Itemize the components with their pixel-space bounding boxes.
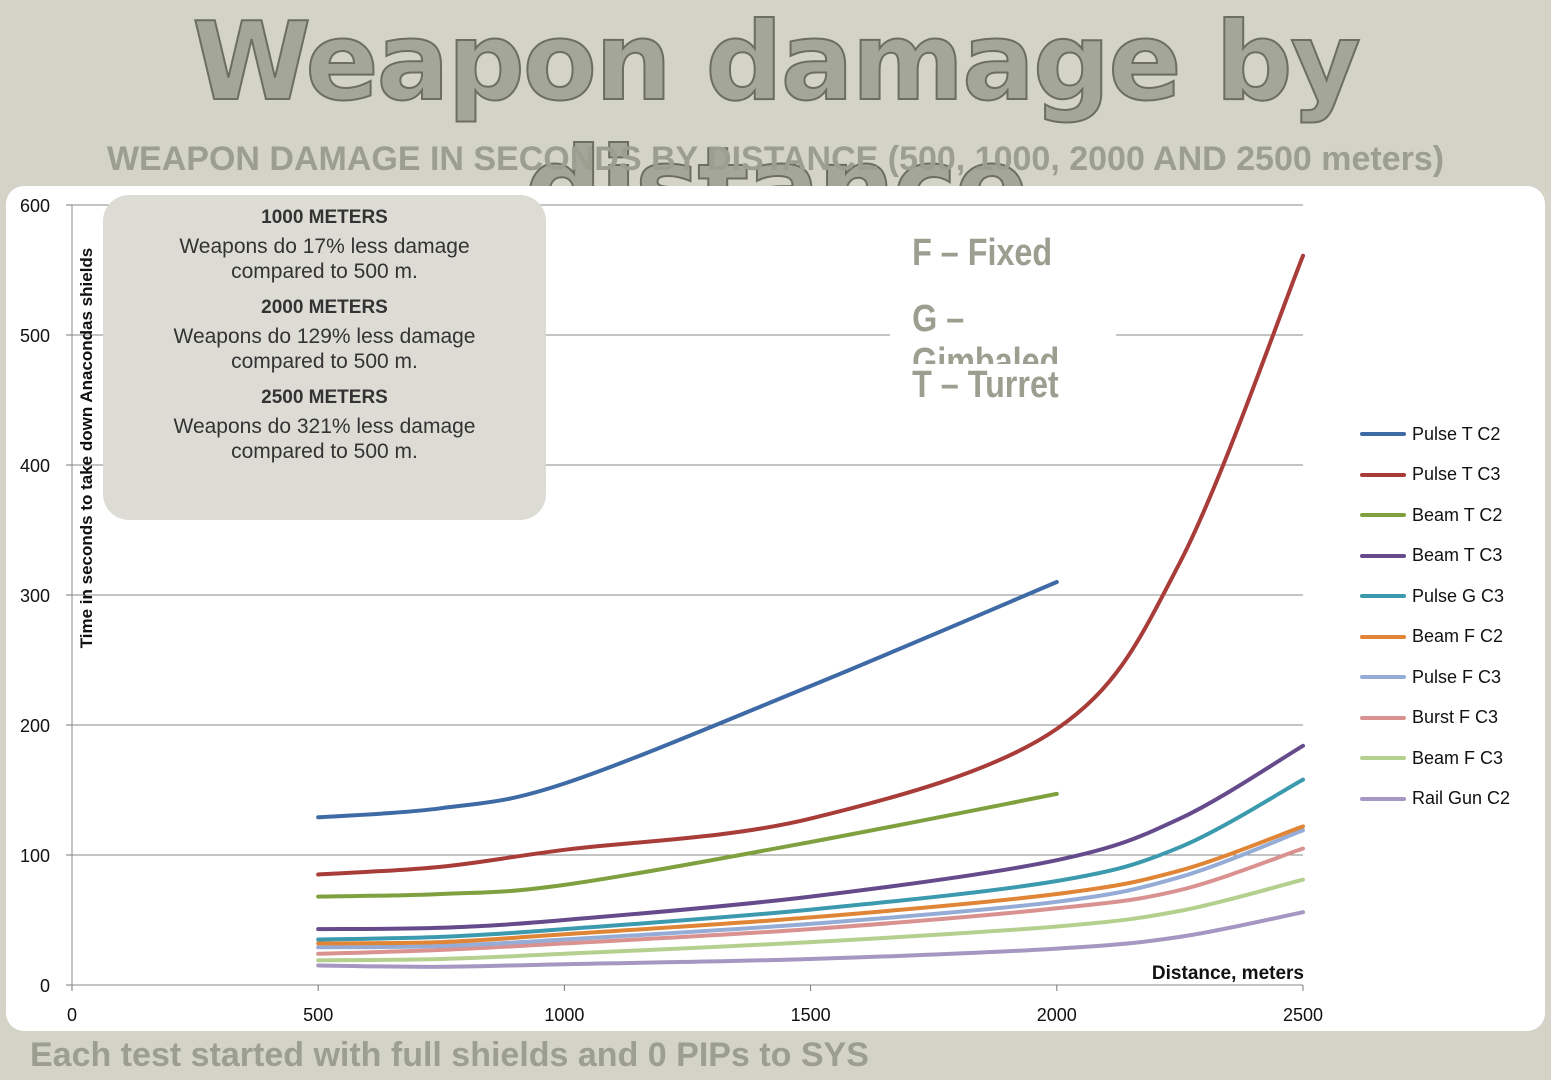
legend-item: Beam T C2 xyxy=(1360,495,1510,536)
series-line-beam-f-c3 xyxy=(316,877,1305,963)
legend-swatch xyxy=(1360,513,1406,518)
info-line: compared to 500 m. xyxy=(231,350,418,373)
info-text-2500: Weapons do 321% less damage compared to … xyxy=(103,414,546,464)
info-line: compared to 500 m. xyxy=(231,440,418,463)
series-line-beam-t-c2 xyxy=(316,791,1059,899)
y-tick-label: 0 xyxy=(40,976,50,996)
info-line: compared to 500 m. xyxy=(231,260,418,283)
x-tick-label: 2500 xyxy=(1283,1005,1323,1025)
legend-item: Pulse G C3 xyxy=(1360,576,1510,617)
footer-note: Each test started with full shields and … xyxy=(30,1036,869,1074)
info-line: Weapons do 17% less damage xyxy=(179,235,470,258)
y-tick-label: 500 xyxy=(20,326,50,346)
info-text-1000: Weapons do 17% less damage compared to 5… xyxy=(103,234,546,284)
y-axis-label: Time in seconds to take down Anacondas s… xyxy=(77,247,96,649)
y-tick-label: 400 xyxy=(20,456,50,476)
x-tick-label: 1000 xyxy=(544,1005,584,1025)
legend-item: Pulse F C3 xyxy=(1360,657,1510,698)
legend-label: Pulse T C3 xyxy=(1412,464,1501,485)
legend-label: Burst F C3 xyxy=(1412,707,1499,728)
series-line-pulse-t-c3 xyxy=(316,253,1305,877)
legend-swatch xyxy=(1360,594,1406,599)
legend-swatch xyxy=(1360,715,1406,720)
abbrev-fixed: F – Fixed xyxy=(890,232,1117,275)
legend-item: Beam F C2 xyxy=(1360,617,1510,658)
chart-legend: Pulse T C2 Pulse T C3 Beam T C2 Beam T C3 Pu… xyxy=(1360,414,1510,819)
x-tick-label: 500 xyxy=(303,1005,333,1025)
x-tick-label: 2000 xyxy=(1037,1005,1077,1025)
info-line: Weapons do 129% less damage xyxy=(173,325,476,348)
chart-subtitle: WEAPON DAMAGE IN SECONDS BY DISTANCE (50… xyxy=(106,140,1445,178)
x-tick-label: 1500 xyxy=(791,1005,831,1025)
y-tick-label: 300 xyxy=(20,586,50,606)
legend-label: Beam F C2 xyxy=(1412,626,1504,647)
legend-item: Beam F C3 xyxy=(1360,738,1510,779)
series-line-rail-gun-c2 xyxy=(316,910,1305,969)
info-heading-2500: 2500 METERS xyxy=(261,387,388,408)
y-tick-label: 600 xyxy=(20,196,50,216)
series-layer xyxy=(316,253,1305,969)
legend-swatch xyxy=(1360,675,1406,680)
y-tick-label: 100 xyxy=(20,846,50,866)
info-heading-1000: 1000 METERS xyxy=(261,207,388,228)
legend-label: Beam T C2 xyxy=(1412,504,1503,525)
legend-swatch xyxy=(1360,432,1406,437)
axis-layer xyxy=(66,204,1304,991)
info-heading-2000: 2000 METERS xyxy=(261,297,388,318)
legend-item: Beam T C3 xyxy=(1360,536,1510,577)
legend-item: Rail Gun C2 xyxy=(1360,779,1510,820)
x-tick-label: 0 xyxy=(67,1005,77,1025)
legend-label: Beam F C3 xyxy=(1412,747,1504,768)
legend-label: Rail Gun C2 xyxy=(1412,788,1511,809)
series-line-beam-t-c3 xyxy=(316,743,1305,932)
y-tick-label: 200 xyxy=(20,716,50,736)
legend-swatch xyxy=(1360,553,1406,558)
abbrev-turret: T – Turret xyxy=(890,364,1117,407)
x-axis-label: Distance, meters xyxy=(1151,963,1304,984)
legend-label: Beam T C3 xyxy=(1412,545,1503,566)
info-line: Weapons do 321% less damage xyxy=(173,415,476,438)
legend-swatch xyxy=(1360,634,1406,639)
series-line-pulse-f-c3 xyxy=(316,828,1305,950)
legend-item: Burst F C3 xyxy=(1360,698,1510,739)
legend-swatch xyxy=(1360,472,1406,477)
legend-swatch xyxy=(1360,756,1406,761)
legend-label: Pulse T C2 xyxy=(1412,423,1501,444)
series-line-pulse-t-c2 xyxy=(316,580,1059,820)
legend-item: Pulse T C2 xyxy=(1360,414,1510,455)
series-line-pulse-g-c3 xyxy=(316,777,1305,942)
legend-item: Pulse T C3 xyxy=(1360,455,1510,496)
legend-label: Pulse G C3 xyxy=(1412,585,1505,606)
tick-labels: 0 100 200 300 400 500 600 0 500 1000 1500 2000 2500 xyxy=(20,196,1323,1025)
info-box: 1000 METERS Weapons do 17% less damage c… xyxy=(103,195,546,520)
series-line-burst-f-c3 xyxy=(316,846,1305,956)
series-line-beam-f-c2 xyxy=(316,824,1305,946)
legend-swatch xyxy=(1360,796,1406,801)
legend-label: Pulse F C3 xyxy=(1412,666,1502,687)
info-text-2000: Weapons do 129% less damage compared to … xyxy=(103,324,546,374)
